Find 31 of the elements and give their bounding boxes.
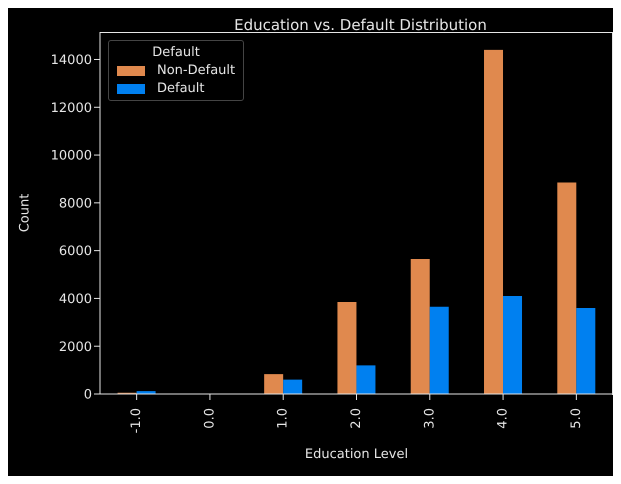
chart-title: Education vs. Default Distribution: [233, 16, 488, 34]
bar: [557, 182, 576, 394]
bar: [264, 374, 284, 394]
x-tick-label: 0.0: [202, 408, 218, 429]
legend-label: Default: [157, 81, 204, 96]
bar: [356, 365, 376, 394]
bar: [337, 302, 356, 394]
y-tick-label: 14000: [50, 53, 92, 68]
bar: [410, 258, 430, 394]
bar: [576, 308, 596, 394]
x-tick-label: -1.0: [129, 408, 144, 434]
x-tick-label: 2.0: [349, 408, 364, 429]
x-tick-label: 4.0: [496, 408, 511, 429]
y-tick-label: 12000: [50, 100, 92, 116]
bar: [484, 50, 504, 394]
y-tick-label: 4000: [58, 292, 92, 308]
x-tick-label: 3.0: [422, 408, 438, 429]
y-tick-label: 6000: [58, 244, 92, 260]
x-axis-title: Education Level: [304, 447, 408, 462]
y-axis-title: Count: [18, 194, 33, 232]
bar: [430, 306, 449, 394]
legend-title: Default: [151, 45, 201, 60]
bar: [283, 380, 302, 394]
y-tick-label: 10000: [50, 148, 92, 164]
y-tick-label: 2000: [58, 340, 92, 355]
x-tick-label: 5.0: [568, 408, 584, 429]
x-tick-label: 1.0: [276, 408, 291, 429]
bar: [503, 296, 522, 394]
y-tick-label: 0: [84, 388, 92, 403]
legend-label: Non-Default: [157, 63, 236, 78]
y-tick-label: 8000: [58, 196, 92, 212]
